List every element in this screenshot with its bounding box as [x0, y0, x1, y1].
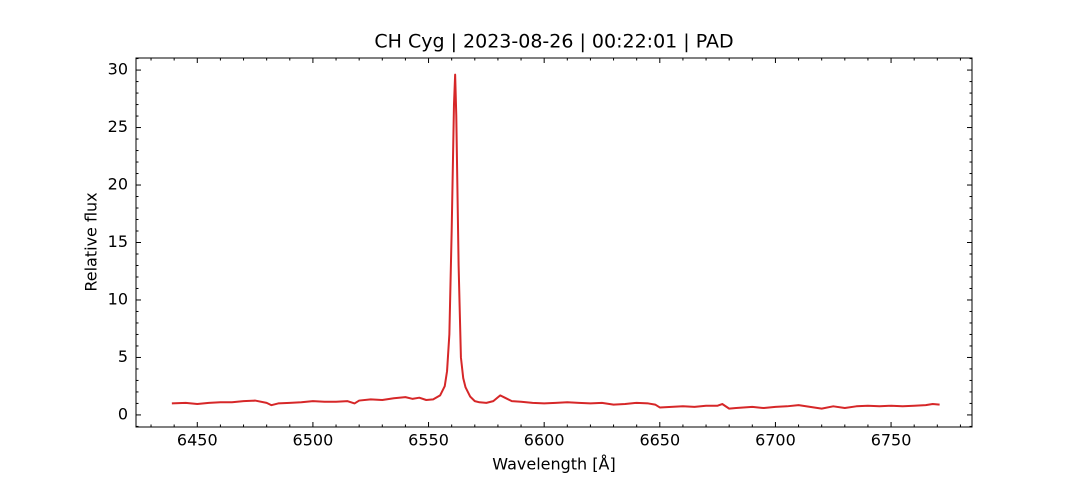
y-tick-label: 0	[118, 404, 128, 423]
x-axis-label: Wavelength [Å]	[492, 455, 615, 474]
x-tick-label: 6500	[293, 431, 334, 450]
plot-frame	[135, 57, 973, 428]
x-tick-label: 6550	[408, 431, 449, 450]
y-tick-label: 30	[108, 60, 128, 79]
y-tick-label: 25	[108, 117, 128, 136]
y-tick-label: 15	[108, 232, 128, 251]
x-tick-label: 6650	[639, 431, 680, 450]
x-tick-label: 6700	[755, 431, 796, 450]
y-axis-label: Relative flux	[82, 192, 101, 291]
y-tick-label: 20	[108, 175, 128, 194]
y-tick-label: 10	[108, 289, 128, 308]
x-tick-label: 6450	[177, 431, 218, 450]
x-tick-label: 6600	[524, 431, 565, 450]
x-tick-label: 6750	[871, 431, 912, 450]
y-tick-label: 5	[118, 347, 128, 366]
chart-title: CH Cyg | 2023-08-26 | 00:22:01 | PAD	[374, 31, 733, 53]
spectrum-line	[171, 73, 940, 410]
